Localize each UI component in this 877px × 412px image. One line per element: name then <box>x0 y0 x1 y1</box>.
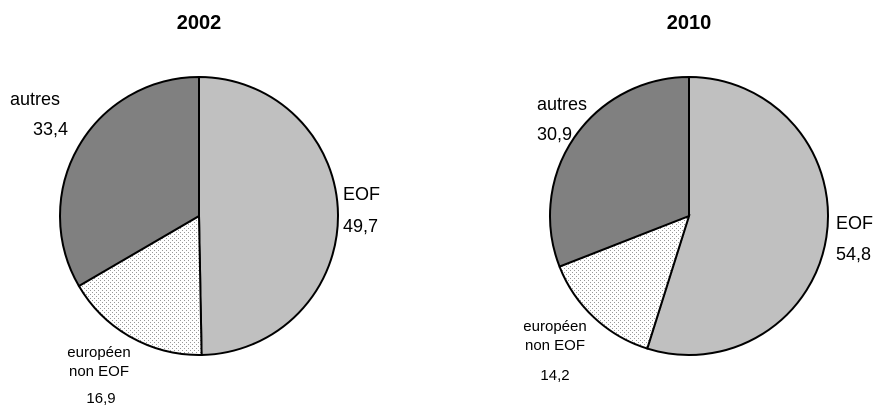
pie-slice <box>77 214 203 356</box>
slice-label: EOF <box>343 184 381 204</box>
pie-slice <box>59 75 200 288</box>
pie-slice <box>549 75 690 268</box>
slice-label: autres <box>537 94 588 114</box>
slice-value: 16,9 <box>86 390 116 407</box>
slice-label: européen non EOF <box>523 318 587 354</box>
chart-title: 2010 <box>666 12 712 34</box>
slice-label: européen non EOF <box>67 344 131 380</box>
slice-value: 33,4 <box>33 119 69 139</box>
slice-value: 49,7 <box>343 216 379 236</box>
pie-slice <box>645 75 829 356</box>
slice-label: autres <box>10 89 61 109</box>
pie-slice <box>558 214 691 350</box>
pie-slice <box>198 75 339 356</box>
chart-title: 2002 <box>176 12 222 34</box>
slice-value: 14,2 <box>540 367 570 384</box>
slice-value: 30,9 <box>537 124 573 144</box>
slice-value: 54,8 <box>836 244 872 264</box>
slice-label: EOF <box>836 213 874 233</box>
